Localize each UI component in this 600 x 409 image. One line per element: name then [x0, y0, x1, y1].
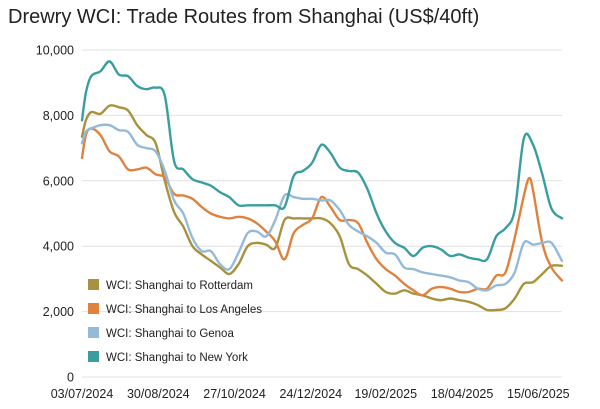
x-tick-label: 18/04/2025 [431, 387, 494, 401]
x-tick-label: 15/06/2025 [507, 387, 570, 401]
y-tick-label: 0 [67, 371, 74, 385]
y-tick-label: 6,000 [43, 174, 74, 188]
legend: WCI: Shanghai to Rotterdam WCI: Shanghai … [88, 279, 262, 364]
legend-label-rotterdam: WCI: Shanghai to Rotterdam [106, 280, 253, 292]
legend-label-genoa: WCI: Shanghai to Genoa [106, 328, 234, 340]
gridlines [82, 49, 562, 378]
x-tick-label: 03/07/2024 [51, 387, 114, 401]
x-axis-ticks: 03/07/2024 30/08/2024 27/10/2024 24/12/2024… [51, 387, 570, 401]
x-tick-label: 30/08/2024 [127, 387, 190, 401]
x-tick-label: 19/02/2025 [354, 387, 417, 401]
series-line-los-angeles [80, 127, 564, 297]
x-tick-label: 24/12/2024 [280, 387, 343, 401]
series-lines [80, 60, 564, 312]
series-line-genoa [80, 123, 564, 292]
legend-label-los-angeles: WCI: Shanghai to Los Angeles [106, 304, 262, 316]
legend-swatch-genoa [88, 327, 99, 338]
legend-swatch-rotterdam [88, 279, 99, 290]
legend-swatch-los-angeles [88, 303, 99, 314]
x-tick-label: 27/10/2024 [203, 387, 266, 401]
y-tick-label: 4,000 [43, 240, 74, 254]
legend-label-new-york: WCI: Shanghai to New York [106, 352, 248, 364]
series-line-rotterdam [80, 104, 564, 312]
series-line-new-york [80, 60, 564, 263]
y-tick-label: 2,000 [43, 305, 74, 319]
y-tick-label: 10,000 [36, 44, 74, 58]
y-tick-label: 8,000 [43, 109, 74, 123]
legend-swatch-new-york [88, 351, 99, 362]
chart-title: Drewry WCI: Trade Routes from Shanghai (… [8, 6, 480, 28]
y-axis-ticks: 0 2,000 4,000 6,000 8,000 10,000 [36, 44, 74, 385]
